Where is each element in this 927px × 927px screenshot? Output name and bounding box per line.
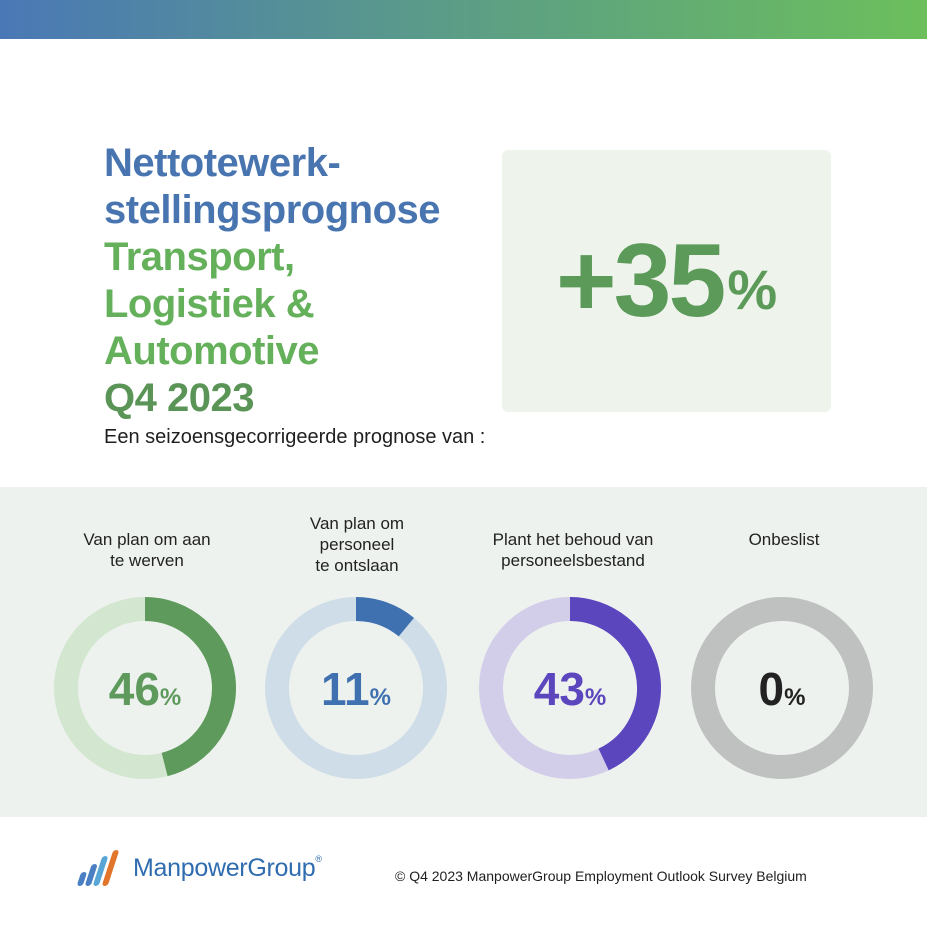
- sector-line-2: Logistiek &: [104, 282, 315, 326]
- category-label-line: personeelsbestand: [501, 551, 645, 570]
- logo-bar: [93, 856, 108, 886]
- brand-name-text: ManpowerGroup: [133, 853, 316, 882]
- donut-segment: [355, 597, 415, 637]
- net-forecast-box: +35%: [502, 150, 831, 412]
- brand-reg-mark: ®: [315, 853, 322, 864]
- net-forecast-unit: %: [727, 257, 778, 321]
- logo-bar: [85, 864, 97, 886]
- sector-line-1: Transport,: [104, 235, 295, 279]
- page-title: Nettotewerk- stellingsprognose Transport…: [104, 140, 441, 422]
- category-label-line: Van plan om: [309, 514, 405, 533]
- donut-segment: [144, 597, 236, 777]
- logo-bar: [102, 850, 119, 886]
- category-label-line: te ontslaan: [315, 556, 399, 575]
- manpowergroup-logo: ManpowerGroup®: [73, 848, 322, 888]
- category-label-line: Plant het behoud van: [492, 530, 654, 549]
- category-label: Van plan om aan te werven: [37, 529, 257, 571]
- logo-mark-icon: [77, 850, 119, 886]
- donut-value-label: 46%: [109, 663, 182, 715]
- category-label: Onbeslist: [674, 529, 894, 550]
- category-label-line: te werven: [110, 551, 184, 570]
- copyright-text: © Q4 2023 ManpowerGroup Employment Outlo…: [395, 868, 807, 884]
- title-line-2: stellingsprognose: [104, 188, 441, 232]
- subtitle: Een seizoensgecorrigeerde prognose van :: [104, 426, 486, 448]
- category-label: Plant het behoud van personeelsbestand: [463, 529, 683, 571]
- donut-value-label: 43%: [534, 663, 607, 715]
- donut-segment: [569, 597, 661, 771]
- net-forecast-value: +35: [555, 222, 726, 339]
- category-label-line: Onbeslist: [748, 530, 820, 549]
- category-label-line: Van plan om aan: [83, 530, 211, 549]
- title-line-1: Nettotewerk-: [104, 141, 341, 185]
- category-label: Van plan om personeel te ontslaan: [247, 513, 467, 576]
- category-label-line: personeel: [319, 535, 395, 554]
- logo-bar: [77, 872, 87, 886]
- donut-value-label: 11%: [321, 663, 391, 715]
- brand-name: ManpowerGroup®: [133, 854, 322, 883]
- donut-value-label: 0%: [759, 663, 806, 715]
- quarter-label: Q4 2023: [104, 376, 254, 420]
- donut-track: [691, 597, 873, 779]
- top-gradient-bar: [0, 0, 927, 39]
- sector-line-3: Automotive: [104, 329, 320, 373]
